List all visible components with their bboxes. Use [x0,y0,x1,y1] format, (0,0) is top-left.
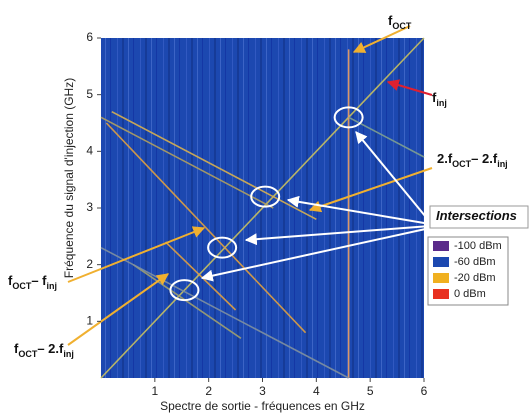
legend-swatch [433,273,449,283]
annotation-part: inj [47,281,58,291]
spectral-line [348,116,425,158]
spectral-line [100,246,350,379]
legend-swatch [433,241,449,251]
arrow [355,131,431,223]
annotation-part: f [432,90,437,105]
annotation: 2.fOCT– 2.finj [437,151,508,169]
annotation-part: f [14,341,19,356]
arrow [244,225,431,246]
annotation-part: – f [31,273,47,288]
arrow [200,227,431,282]
y-tick-label: 6 [86,30,93,44]
y-tick-label: 5 [86,87,93,101]
spectral-line [100,116,274,209]
annotation-part: f [8,273,13,288]
legend-label: -60 dBm [454,256,496,268]
legend-swatch [433,257,449,267]
legend-swatch [433,289,449,299]
annotation-part: OCT [392,21,412,31]
intersection-circle [250,185,281,208]
spectral-line [105,122,307,334]
x-tick-label: 5 [367,384,374,398]
legend-label: 0 dBm [454,288,486,300]
arrow [286,195,431,225]
spectral-line [132,264,242,339]
arrow [308,167,433,213]
annotation: fOCT [388,13,412,31]
annotation-part: OCT [12,281,32,291]
arrow [67,226,206,283]
annotation-part: inj [63,349,74,359]
arrow [386,79,433,96]
annotation-part: Intersections [436,208,517,223]
x-tick-label: 6 [421,384,428,398]
annotation-part: – 2.f [37,341,64,356]
legend-label: -100 dBm [454,240,502,252]
y-tick-label: 4 [86,144,93,158]
annotation: finj [432,90,447,108]
legend-label: -20 dBm [454,272,496,284]
annotation-part: inj [497,159,508,169]
annotation-part: OCT [18,349,38,359]
annotation-part: – 2.f [471,151,498,166]
y-tick-label: 3 [86,200,93,214]
y-axis-label: Fréquence du signal d'injection (GHz) [62,78,76,278]
x-tick-label: 2 [205,384,212,398]
intersection-circle [207,236,238,259]
annotation-part: 2.f [437,151,453,166]
spectral-line [111,110,317,221]
annotation: fOCT– finj [8,273,57,291]
x-tick-label: 3 [259,384,266,398]
intersections-box [429,205,529,229]
arrow [352,25,411,53]
plot-area [100,37,425,379]
y-tick-label: 1 [86,314,93,328]
y-tick-label: 2 [86,257,93,271]
annotation-part: OCT [452,159,472,169]
x-tick-label: 1 [151,384,158,398]
annotation-part: inj [436,98,447,108]
annotation: fOCT– 2.finj [14,341,74,359]
spectral-line [100,37,425,379]
x-axis-label: Spectre de sortie - fréquences en GHz [160,399,365,413]
annotation-part: f [388,13,393,28]
intersection-circle [169,279,200,302]
spectral-line [165,241,237,311]
x-tick-label: 4 [313,384,320,398]
annotation: Intersections [436,208,517,223]
arrow [67,273,169,346]
intersection-circle [333,106,364,129]
